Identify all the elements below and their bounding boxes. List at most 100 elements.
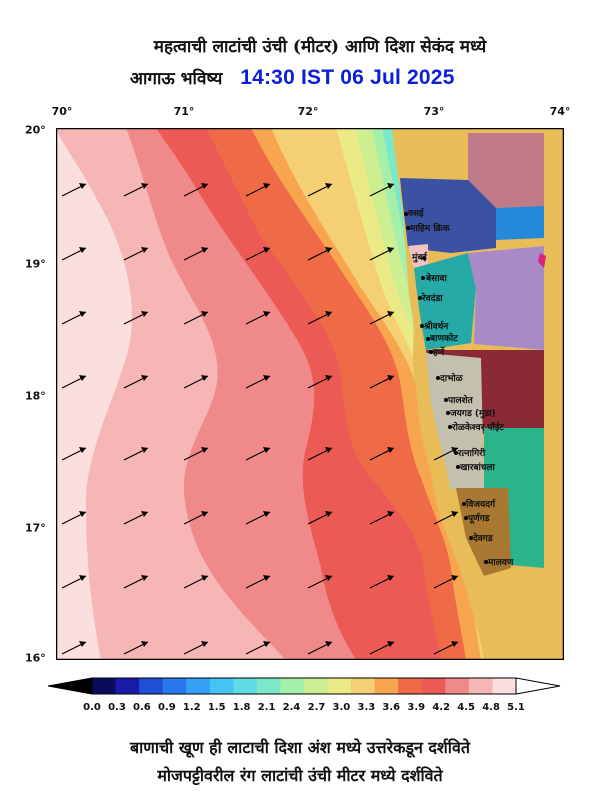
place-dot bbox=[454, 451, 458, 455]
colorbar-tick-label: 3.6 bbox=[382, 702, 401, 713]
wave-height-map: वसई माहिम क्रिक मुंबई बेसावा रेवदंडा श्र… bbox=[56, 128, 564, 660]
place-devgad: देवगड bbox=[472, 532, 494, 544]
wave-arrow bbox=[183, 447, 209, 461]
wave-arrow bbox=[183, 247, 209, 261]
place-dot bbox=[446, 411, 450, 415]
place-harne: हर्णे bbox=[432, 346, 445, 358]
wave-arrow bbox=[123, 511, 149, 525]
place-shrivardhan: श्रीवर्धन bbox=[423, 320, 449, 332]
wave-arrow bbox=[307, 183, 333, 197]
place-besava: बेसावा bbox=[425, 272, 448, 284]
colorbar-cell bbox=[492, 678, 517, 694]
wave-arrow bbox=[369, 447, 395, 461]
wave-arrow bbox=[245, 447, 271, 461]
district-nashik bbox=[468, 133, 544, 208]
wave-arrow bbox=[245, 511, 271, 525]
colorbar-cell bbox=[256, 678, 281, 694]
wave-arrow bbox=[61, 247, 87, 261]
map-title: महत्वाची लाटांची उंची (मीटर) आणि दिशा से… bbox=[153, 37, 487, 57]
district-mumbai bbox=[408, 244, 428, 268]
wave-arrow bbox=[123, 447, 149, 461]
wave-arrow bbox=[61, 447, 87, 461]
place-dot bbox=[484, 560, 488, 564]
place-dot bbox=[404, 212, 408, 216]
wave-arrow bbox=[123, 311, 149, 325]
colorbar-cell bbox=[445, 678, 470, 694]
wave-arrow bbox=[307, 641, 333, 655]
place-dot bbox=[436, 376, 440, 380]
place-dabhol: दाभोळ bbox=[439, 372, 464, 384]
wave-arrow bbox=[307, 447, 333, 461]
wave-arrow bbox=[123, 183, 149, 197]
district-ahmednagar bbox=[496, 206, 544, 240]
wave-arrow bbox=[183, 311, 209, 325]
district-thane bbox=[400, 178, 496, 253]
place-malvan: मालवण bbox=[487, 558, 514, 568]
colorbar-cell bbox=[327, 678, 352, 694]
wave-arrow bbox=[123, 375, 149, 389]
wave-arrow bbox=[369, 641, 395, 655]
colorbar-cell bbox=[233, 678, 258, 694]
colorbar-cell bbox=[374, 678, 399, 694]
place-jaigad: जयगड (मुडा) bbox=[449, 409, 496, 419]
wave-arrow bbox=[245, 375, 271, 389]
place-dot bbox=[456, 465, 460, 469]
colorbar-tick-label: 1.2 bbox=[182, 702, 201, 713]
lon-tick-70: 70° bbox=[51, 105, 73, 118]
lon-tick-73: 73° bbox=[423, 105, 445, 118]
place-dot bbox=[464, 516, 468, 520]
colorbar bbox=[48, 677, 561, 695]
colorbar-tick-label: 2.7 bbox=[307, 702, 326, 713]
colorbar-tick-label: 4.8 bbox=[482, 702, 500, 713]
colorbar-frame bbox=[91, 677, 517, 695]
place-dot bbox=[406, 226, 410, 230]
colorbar-tick-label: 4.2 bbox=[432, 702, 451, 713]
place-dot bbox=[421, 276, 425, 280]
place-revdanda: रेवदंडा bbox=[421, 292, 443, 304]
place-dot bbox=[462, 502, 466, 506]
wave-arrow bbox=[307, 575, 333, 589]
place-palshet: पालशेत bbox=[447, 394, 474, 406]
colorbar-tick-label: 2.1 bbox=[257, 702, 276, 713]
wave-arrow bbox=[183, 375, 209, 389]
colorbar-tick-label: 3.9 bbox=[407, 702, 426, 713]
lat-tick-17: 17° bbox=[25, 521, 46, 535]
wave-arrow bbox=[61, 183, 87, 197]
place-vasai: वसई bbox=[407, 207, 425, 219]
place-vijaydurg: विजयदर्ग bbox=[465, 498, 496, 510]
wave-arrow bbox=[307, 247, 333, 261]
wave-arrow bbox=[183, 575, 209, 589]
land-east bbox=[544, 128, 564, 660]
lat-tick-20: 20° bbox=[25, 123, 46, 137]
colorbar-cell bbox=[92, 678, 117, 694]
wave-arrow bbox=[123, 575, 149, 589]
wave-arrow bbox=[369, 375, 395, 389]
wave-arrow bbox=[183, 641, 209, 655]
wave-arrow bbox=[183, 183, 209, 197]
lon-tick-71: 71° bbox=[173, 105, 195, 118]
place-dot bbox=[418, 296, 422, 300]
wave-arrow bbox=[245, 183, 271, 197]
wave-arrow bbox=[61, 375, 87, 389]
place-dot bbox=[422, 256, 426, 260]
district-pune bbox=[468, 246, 544, 350]
colorbar-cell bbox=[468, 678, 493, 694]
colorbar-cell bbox=[209, 678, 234, 694]
colorbar-cell bbox=[351, 678, 376, 694]
lat-tick-19: 19° bbox=[25, 257, 46, 271]
colorbar-cell bbox=[115, 678, 140, 694]
colorbar-tick-label: 4.5 bbox=[457, 702, 475, 713]
colorbar-tick-label: 1.8 bbox=[232, 702, 251, 713]
forecast-label: आगाऊ भविष्य bbox=[130, 69, 223, 89]
colorbar-tick-label: 0.3 bbox=[108, 702, 126, 713]
colorbar-tick-label: 0.6 bbox=[133, 702, 151, 713]
wave-arrow bbox=[433, 641, 459, 655]
colorbar-tick-label: 3.0 bbox=[332, 702, 351, 713]
district-raigad bbox=[414, 253, 476, 350]
colorbar-tick-label: 0.0 bbox=[83, 702, 101, 713]
wave-arrow bbox=[369, 511, 395, 525]
place-mahim-creek: माहिम क्रिक bbox=[409, 222, 451, 234]
wave-direction-arrows bbox=[61, 183, 459, 655]
colorbar-tick-label: 5.1 bbox=[507, 702, 525, 713]
district-ratnagiri bbox=[426, 353, 484, 490]
